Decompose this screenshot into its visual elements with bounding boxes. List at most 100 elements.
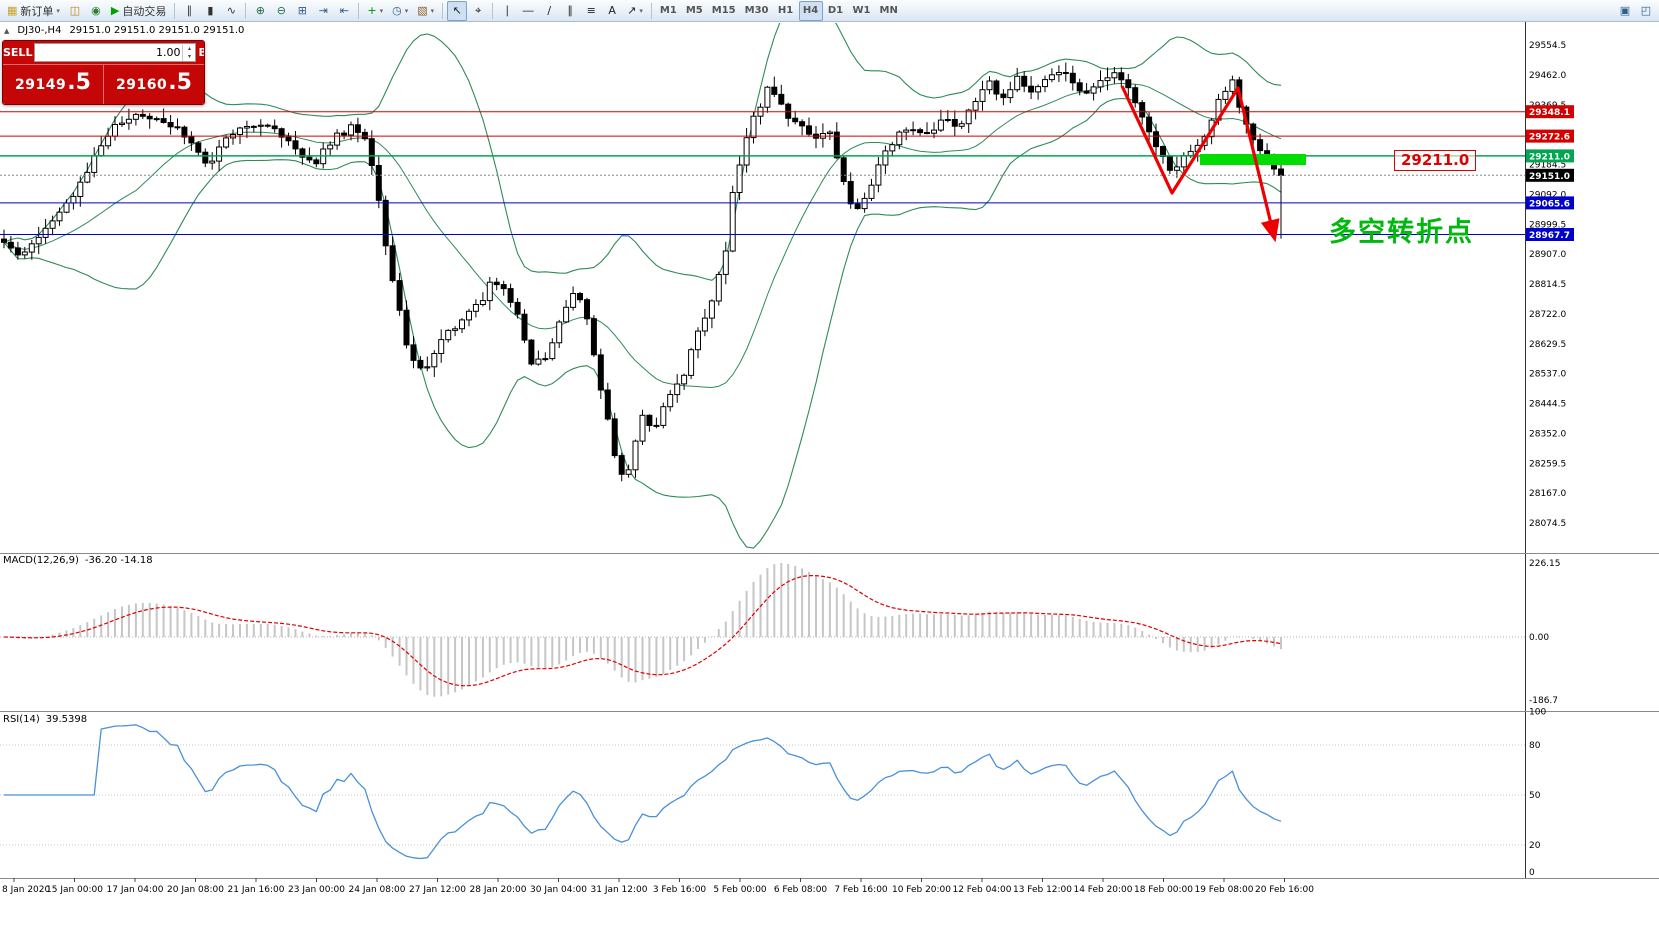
templates-button[interactable]: ▧ ▾ xyxy=(413,1,438,21)
new-order-button[interactable]: ▦ 新订单 ▾ xyxy=(3,1,64,21)
sell-price[interactable]: 29149 .5 xyxy=(3,65,104,104)
arrows-button[interactable]: ↗ ▾ xyxy=(623,1,647,21)
candle-body xyxy=(674,383,681,396)
price-label: 28167.0 xyxy=(1529,489,1566,499)
candle-body xyxy=(98,145,105,157)
candle-body xyxy=(729,192,736,252)
price-badge xyxy=(1526,149,1574,163)
timeframe-d1-button[interactable]: D1 xyxy=(824,1,848,21)
cursor-button[interactable]: ↖ xyxy=(447,0,468,21)
timeframe-h4-button[interactable]: H4 xyxy=(798,0,823,21)
macd-values: -36.20 -14.18 xyxy=(84,555,153,566)
buy-price[interactable]: 29160 .5 xyxy=(104,65,204,104)
candle-body xyxy=(1187,150,1194,156)
candle-body xyxy=(271,125,278,130)
periods-icon: ◷ xyxy=(392,4,402,17)
price-axis[interactable]: 29554.529462.029369.529184.529092.028999… xyxy=(1526,41,1574,529)
window-list-button[interactable]: ▣ xyxy=(1615,1,1635,21)
volume-input-wrap: ▴ ▾ xyxy=(34,43,197,62)
price-badge xyxy=(1526,105,1574,119)
candle-body xyxy=(417,359,424,369)
time-label: 17 Jan 04:00 xyxy=(107,885,164,895)
channel-button[interactable]: ∥ xyxy=(560,1,580,21)
timeframe-h1-button[interactable]: H1 xyxy=(774,1,798,21)
candlestick-chart-button[interactable]: ▮ xyxy=(200,1,220,21)
toolbar-separator xyxy=(442,2,444,19)
candle-body xyxy=(1090,86,1097,94)
candle-body xyxy=(105,135,112,147)
horizontal-line-button[interactable]: ― xyxy=(518,1,538,21)
candle-body xyxy=(556,321,563,344)
candle-body xyxy=(167,122,174,128)
trendline-button[interactable]: ∕ xyxy=(539,1,559,21)
buy-button[interactable]: BUY xyxy=(198,41,204,64)
candle-body xyxy=(799,121,806,127)
zoom-out-icon: ⊖ xyxy=(276,4,286,17)
timeframe-m5-button[interactable]: M5 xyxy=(682,1,707,21)
candle-body xyxy=(1035,86,1042,93)
timeframe-m30-button-label: M30 xyxy=(744,5,769,16)
caret-down-icon: ▾ xyxy=(56,6,60,15)
candle-body xyxy=(750,115,757,139)
volume-up-icon[interactable]: ▴ xyxy=(187,44,191,52)
chart-shift-button[interactable]: ⇤ xyxy=(334,1,354,21)
candle-body xyxy=(257,124,264,127)
highlight-bar-annotation[interactable] xyxy=(1200,154,1306,165)
turning-point-text-annotation[interactable]: 多空转折点 xyxy=(1329,217,1474,248)
candle-body xyxy=(382,199,389,247)
timeframe-m1-button[interactable]: M1 xyxy=(656,1,681,21)
candle-body xyxy=(174,126,181,129)
price-label: 29184.5 xyxy=(1529,161,1566,171)
sell-button[interactable]: SELL xyxy=(3,41,33,64)
price-label: 29554.5 xyxy=(1529,41,1566,51)
periods-button[interactable]: ◷ ▾ xyxy=(388,1,412,21)
tile-windows-button[interactable]: ⊞ xyxy=(292,1,312,21)
candle-body xyxy=(903,129,910,133)
candle-body xyxy=(743,137,750,166)
time-label: 18 Feb 00:00 xyxy=(1134,885,1193,895)
volume-down-icon[interactable]: ▾ xyxy=(187,52,191,60)
window-cascade-button[interactable]: ◰ xyxy=(1636,1,1656,21)
templates-icon: ▧ xyxy=(417,4,428,17)
vertical-line-icon: ∣ xyxy=(504,4,510,17)
chart-window-button[interactable]: ◫ xyxy=(65,1,85,21)
autotrading-button[interactable]: ▶ 自动交易 xyxy=(107,1,170,21)
crosshair-button[interactable]: ⌖ xyxy=(468,1,488,21)
candle-body xyxy=(21,251,28,256)
time-label: 24 Jan 08:00 xyxy=(349,885,406,895)
auto-scroll-button[interactable]: ⇥ xyxy=(313,1,333,21)
time-label: 28 Jan 20:00 xyxy=(470,885,527,895)
candle-body xyxy=(77,181,84,197)
vertical-line-button[interactable]: ∣ xyxy=(497,1,517,21)
horizontal-line-icon: ― xyxy=(522,4,534,17)
price-level-annotation[interactable]: 29211.0 xyxy=(1394,150,1477,171)
candle-body xyxy=(882,150,889,166)
candle-body xyxy=(119,122,125,125)
candle-body xyxy=(688,349,695,376)
marketwatch-button[interactable]: ◉ xyxy=(86,1,106,21)
bar-chart-button[interactable]: ∥ xyxy=(179,1,199,21)
rsi-scale-label: 100 xyxy=(1529,708,1546,718)
zoom-out-button[interactable]: ⊖ xyxy=(271,1,291,21)
timeframe-mn-button[interactable]: MN xyxy=(876,1,902,21)
price-label: 28722.0 xyxy=(1529,310,1566,320)
trend-arrow-annotation[interactable] xyxy=(1120,85,1280,243)
candle-body xyxy=(840,157,847,183)
fibonacci-button[interactable]: ≡ xyxy=(581,1,601,21)
zoom-in-button[interactable]: ⊕ xyxy=(250,1,270,21)
time-label: 20 Feb 16:00 xyxy=(1255,885,1314,895)
volume-input[interactable] xyxy=(35,46,183,59)
line-chart-button[interactable]: ∿ xyxy=(221,1,241,21)
cursor-icon: ↖ xyxy=(452,4,462,17)
macd-scale-label: 0.00 xyxy=(1529,633,1549,643)
indicators-button[interactable]: + ▾ xyxy=(363,1,387,21)
time-label: 8 Jan 2020 xyxy=(2,885,50,895)
timeframe-w1-button[interactable]: W1 xyxy=(849,1,875,21)
timeframe-m30-button[interactable]: M30 xyxy=(741,1,773,21)
autotrading-button-label: 自动交易 xyxy=(122,4,167,18)
candle-body xyxy=(979,89,986,102)
timeframe-m15-button[interactable]: M15 xyxy=(708,1,740,21)
text-button[interactable]: A xyxy=(602,1,622,21)
volume-spinner: ▴ ▾ xyxy=(182,44,195,61)
